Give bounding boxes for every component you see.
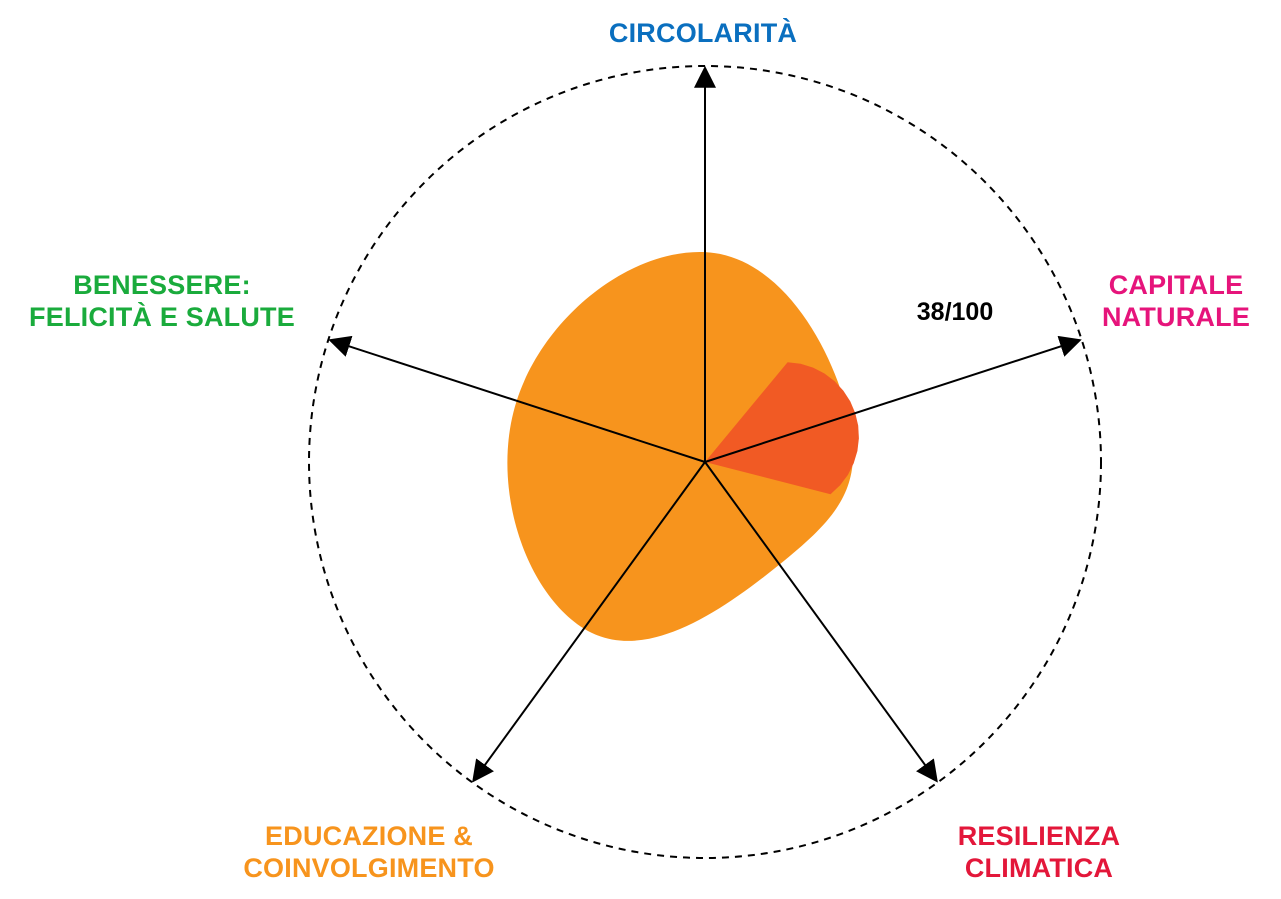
score-label-capitale-naturale: 38/100: [917, 298, 993, 326]
axis-label-line: CLIMATICA: [965, 853, 1113, 883]
axis-label-line: BENESSERE:: [73, 270, 251, 300]
axis-arrow-educazione: [472, 461, 706, 783]
axis-arrow-resilienza: [704, 461, 938, 783]
axis-label-line: CAPITALE: [1109, 270, 1244, 300]
axis-label-line: NATURALE: [1102, 302, 1250, 332]
axis-label-line: RESILIENZA: [958, 821, 1121, 851]
axis-label-educazione: EDUCAZIONE & COINVOLGIMENTO: [243, 821, 494, 883]
axis-label-resilienza: RESILIENZA CLIMATICA: [958, 821, 1121, 883]
highlight-sector-capitale-naturale: [705, 362, 859, 495]
axis-label-line: COINVOLGIMENTO: [243, 853, 494, 883]
axis-label-capitale: CAPITALE NATURALE: [1102, 270, 1250, 332]
axis-arrow-capitale: [704, 335, 1082, 463]
score-shape: [507, 251, 854, 641]
axis-label-line: FELICITÀ E SALUTE: [29, 301, 295, 332]
axis-label-benessere: BENESSERE: FELICITÀ E SALUTE: [29, 270, 295, 332]
axis-label-line: CIRCOLARITÀ: [609, 17, 797, 48]
axis-label-circolarita: CIRCOLARITÀ: [609, 17, 797, 48]
axis-arrow-benessere: [328, 335, 706, 463]
axis-label-line: EDUCAZIONE &: [265, 821, 473, 851]
